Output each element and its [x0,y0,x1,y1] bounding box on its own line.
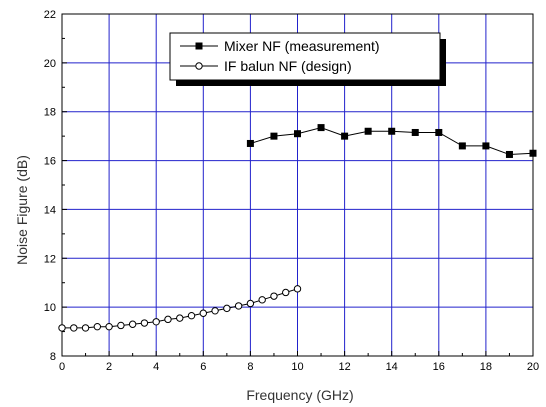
data-point [270,132,278,140]
data-point [70,324,78,332]
x-tick-label: 10 [291,361,303,373]
data-point [246,139,254,147]
data-point [176,314,184,322]
data-point [270,292,278,300]
legend-item: Mixer NF (measurement) [180,38,380,54]
axis-ticks [61,13,534,357]
series-layer [58,124,537,332]
x-tick-label: 20 [527,361,539,373]
data-point [187,311,196,320]
x-tick-label: 12 [338,361,350,373]
data-point [364,127,372,135]
data-point [58,324,66,332]
x-tick-label: 8 [247,361,253,373]
data-point [117,321,125,330]
data-point [282,288,290,297]
x-tick-label: 16 [433,361,445,373]
data-point [81,324,90,332]
data-point [195,42,203,50]
y-axis-title: Noise Figure (dB) [14,155,30,265]
y-tick-label: 8 [50,351,56,363]
data-point [164,315,172,324]
data-point [93,322,102,331]
data-point [341,132,349,140]
data-point [246,299,255,308]
data-point [293,285,302,293]
x-tick-label: 2 [106,361,112,373]
legend-label: IF balun NF (design) [224,58,352,74]
legend-item: IF balun NF (design) [180,58,352,74]
data-point [458,142,466,150]
x-tick-label: 14 [386,361,398,373]
data-point [105,322,113,331]
data-point [152,318,160,326]
data-point [482,142,490,150]
data-point [317,124,325,132]
data-point [128,320,137,328]
x-tick-label: 4 [153,361,159,373]
legend: Mixer NF (measurement) IF balun NF (desig… [169,32,446,86]
y-tick-label: 20 [44,58,56,70]
series-2 [58,285,302,332]
data-point [411,128,419,136]
data-point [258,296,266,304]
x-tick-label: 6 [200,361,206,373]
legend-items: Mixer NF (measurement) IF balun NF (desig… [180,38,380,74]
data-point [529,149,537,157]
x-tick-label: 0 [59,361,65,373]
legend-box [169,32,441,81]
y-tick-label: 16 [44,156,56,168]
data-point [435,128,443,136]
x-axis-title: Frequency (GHz) [246,387,353,403]
data-point [505,150,513,158]
data-point [234,302,243,310]
y-tick-label: 22 [44,9,56,21]
legend-label: Mixer NF (measurement) [224,38,380,54]
y-tick-label: 10 [44,302,56,314]
data-point [211,307,219,315]
data-point [199,309,208,317]
data-point [294,130,301,138]
y-tick-label: 12 [44,253,56,265]
x-tick-label: 18 [480,361,492,373]
y-tick-labels: 8 10 12 14 16 18 20 22 [44,9,56,363]
data-point [195,62,203,70]
series-line [62,288,298,329]
y-tick-label: 18 [44,107,56,119]
y-tick-label: 14 [44,204,56,216]
data-point [388,127,396,135]
x-tick-labels: 0 2 4 6 8 10 12 14 16 18 20 [59,361,539,373]
series-1 [246,124,537,158]
data-point [223,304,231,313]
data-point [140,319,149,327]
